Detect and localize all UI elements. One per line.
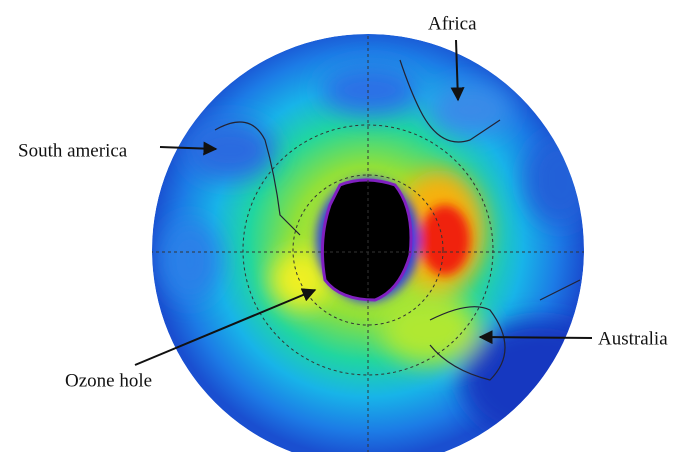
arrow (478, 330, 593, 345)
label-ozone-hole: Ozone hole (65, 370, 152, 391)
label-africa: Africa (428, 13, 477, 34)
arrow (159, 141, 218, 156)
label-australia: Australia (598, 328, 668, 349)
label-south-america: South america (18, 140, 128, 161)
arrow (134, 288, 317, 366)
map-disk (152, 34, 584, 452)
arrow (450, 39, 465, 102)
annotations: Africa South america Australia Ozone hol… (18, 13, 668, 391)
